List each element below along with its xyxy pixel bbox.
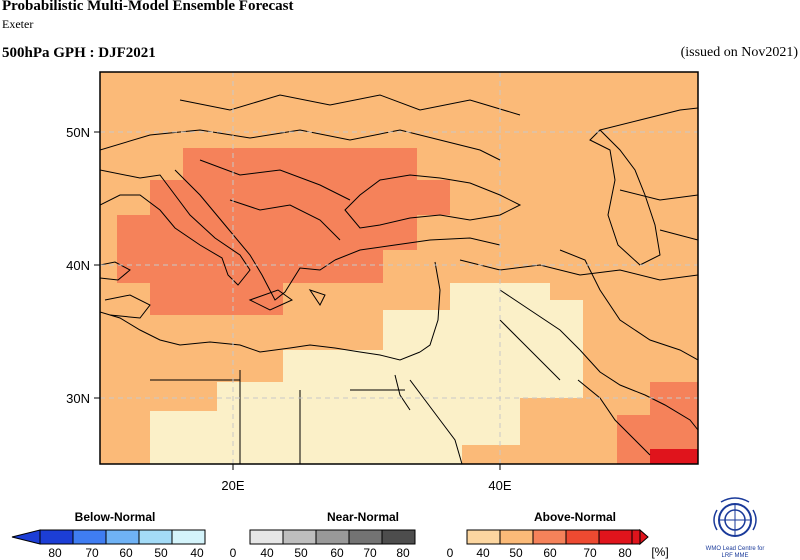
below-swatch-0 <box>39 529 74 545</box>
near-tick-4: 70 <box>363 546 377 560</box>
above-swatch-4 <box>598 529 633 545</box>
above-tick-1: 40 <box>476 546 490 560</box>
near-tick-3: 60 <box>330 546 344 560</box>
lat-label-30n: 30N <box>66 391 90 406</box>
near-swatch-0 <box>249 529 284 545</box>
above-tick-2: 50 <box>509 546 523 560</box>
lon-label-40e: 40E <box>488 478 511 493</box>
below-tick-0: 80 <box>48 546 62 560</box>
probability-field <box>100 72 698 464</box>
logo-caption-1: WMO Lead Centre for <box>706 546 765 552</box>
legend-arrow-right <box>631 529 641 545</box>
legend-below-normal: Below-Normal <box>75 510 156 524</box>
legend-arrow-right-tip <box>639 528 649 546</box>
graticule <box>100 72 698 464</box>
legend-arrow-left <box>11 529 41 545</box>
legend-near-swatches <box>249 529 416 545</box>
logo-caption-2: LRF MME <box>722 553 749 559</box>
legend-above-normal: Above-Normal <box>534 510 616 524</box>
legend-near-normal: Near-Normal <box>327 510 399 524</box>
region-above-70-corner <box>650 449 698 464</box>
above-tick-4: 70 <box>583 546 597 560</box>
below-swatch-4 <box>171 529 206 545</box>
near-tick-2: 50 <box>294 546 308 560</box>
below-tick-2: 60 <box>119 546 133 560</box>
near-swatch-3 <box>348 529 383 545</box>
variable-season-label: 500hPa GPH : DJF2021 <box>2 45 156 61</box>
near-swatch-2 <box>315 529 350 545</box>
map-frame <box>99 71 699 465</box>
near-swatch-4 <box>381 529 416 545</box>
region-above-60-gulf <box>617 382 698 464</box>
color-legend: Below-Normal Near-Normal Above-Normal 80… <box>11 510 669 560</box>
above-swatch-2 <box>532 529 567 545</box>
above-tick-0: 0 <box>447 546 454 560</box>
axis-ticks <box>94 131 501 470</box>
wmo-logo <box>713 497 757 537</box>
above-swatch-0 <box>466 529 501 545</box>
below-tick-3: 50 <box>154 546 168 560</box>
above-tick-3: 60 <box>543 546 557 560</box>
below-swatch-1 <box>72 529 107 545</box>
below-swatch-3 <box>138 529 173 545</box>
near-tick-5: 80 <box>396 546 410 560</box>
lon-label-20e: 20E <box>221 478 244 493</box>
above-tick-5: 80 <box>618 546 632 560</box>
legend-tick-labels: 80 70 60 50 40 0 40 50 60 70 80 0 40 50 60 70 80 <box>48 546 632 560</box>
below-tick-4: 40 <box>190 546 204 560</box>
below-tick-1: 70 <box>85 546 99 560</box>
lat-label-50n: 50N <box>66 125 90 140</box>
coastlines <box>100 94 698 464</box>
lat-label-40n: 40N <box>66 258 90 273</box>
issued-date: (issued on Nov2021) <box>680 45 798 60</box>
chart-title: Probabilistic Multi-Model Ensemble Forec… <box>2 0 294 14</box>
legend-above-swatches <box>466 529 633 545</box>
near-swatch-1 <box>282 529 317 545</box>
chart-subtitle: Exeter <box>2 17 34 31</box>
above-swatch-3 <box>565 529 600 545</box>
above-swatch-1 <box>499 529 534 545</box>
legend-unit: [%] <box>651 545 668 559</box>
region-near-normal <box>150 283 583 464</box>
near-tick-1: 40 <box>260 546 274 560</box>
below-swatch-2 <box>105 529 140 545</box>
legend-below-swatches <box>39 529 206 545</box>
near-tick-0: 0 <box>230 546 237 560</box>
